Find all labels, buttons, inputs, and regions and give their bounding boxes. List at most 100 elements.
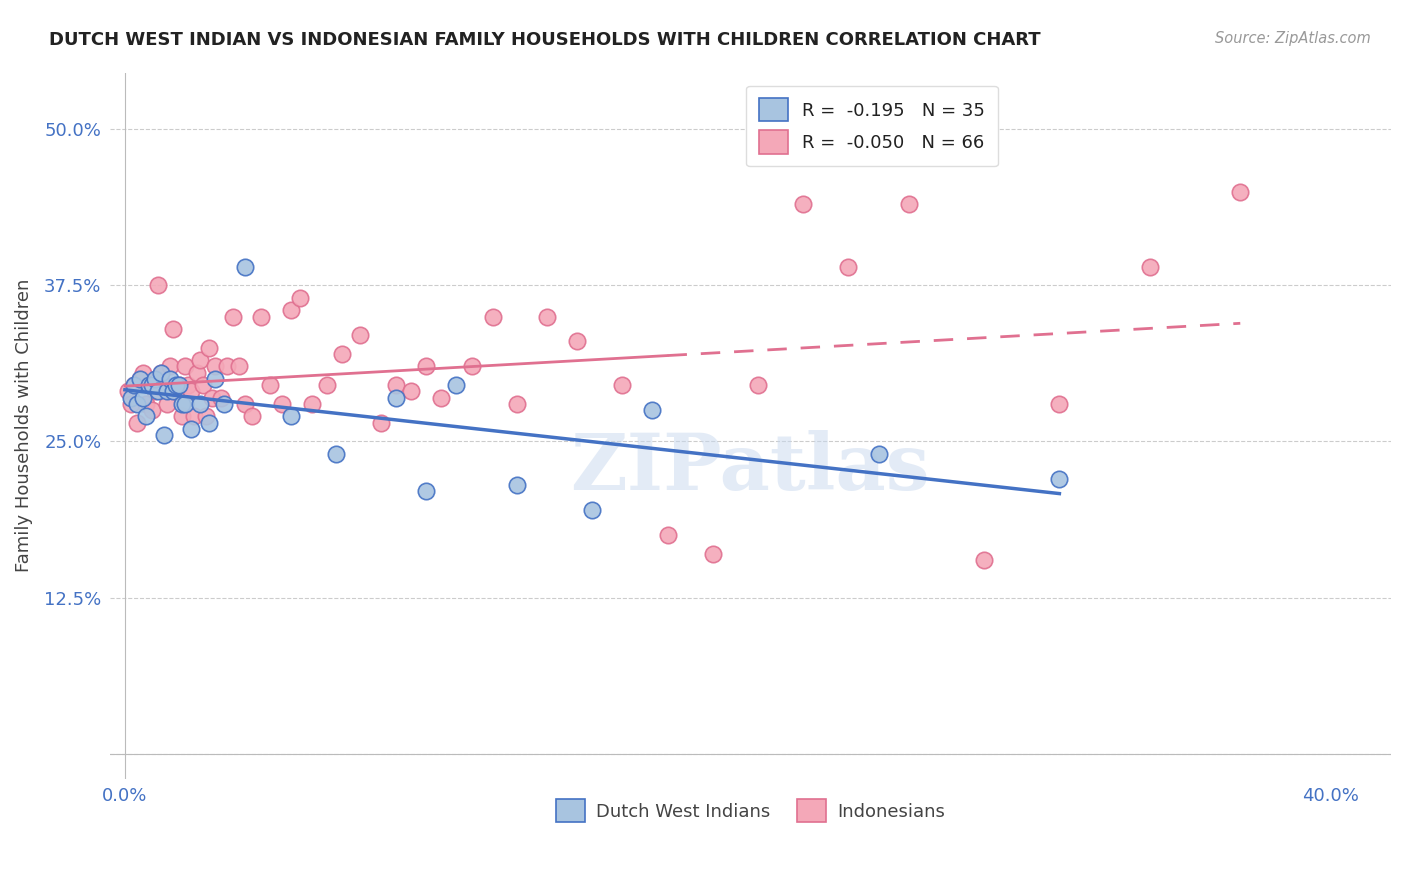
Point <box>209 391 232 405</box>
Point <box>349 328 371 343</box>
Point <box>122 378 145 392</box>
Point <box>186 366 208 380</box>
Point <box>315 378 337 392</box>
Point <box>330 347 353 361</box>
Point <box>167 378 190 392</box>
Point <box>150 366 173 380</box>
Point <box>612 378 634 392</box>
Point <box>702 547 724 561</box>
Point <box>249 310 271 324</box>
Point <box>125 416 148 430</box>
Point <box>153 428 176 442</box>
Point <box>506 478 529 492</box>
Point <box>415 359 437 374</box>
Point <box>122 378 145 392</box>
Point <box>235 260 257 274</box>
Point <box>135 409 157 424</box>
Point <box>280 409 302 424</box>
Point <box>280 303 302 318</box>
Point <box>180 384 202 399</box>
Point <box>581 503 603 517</box>
Point <box>135 397 157 411</box>
Point <box>180 422 202 436</box>
Point <box>430 391 453 405</box>
Point <box>565 334 588 349</box>
Point <box>536 310 558 324</box>
Point <box>195 409 218 424</box>
Point <box>141 378 163 392</box>
Y-axis label: Family Households with Children: Family Households with Children <box>15 279 32 573</box>
Point <box>657 528 679 542</box>
Point <box>1047 472 1070 486</box>
Point <box>217 359 239 374</box>
Point <box>162 322 184 336</box>
Point <box>370 416 392 430</box>
Point <box>1229 185 1251 199</box>
Point <box>1047 397 1070 411</box>
Point <box>240 409 263 424</box>
Point <box>222 310 245 324</box>
Point <box>138 378 160 392</box>
Point <box>162 384 184 399</box>
Point <box>132 391 155 405</box>
Point <box>150 366 173 380</box>
Point <box>174 359 197 374</box>
Point <box>172 409 194 424</box>
Point <box>177 378 200 392</box>
Point <box>125 397 148 411</box>
Point <box>228 359 250 374</box>
Point <box>172 397 194 411</box>
Point <box>201 391 224 405</box>
Point <box>446 378 468 392</box>
Point <box>146 278 169 293</box>
Point <box>792 197 814 211</box>
Point <box>129 372 152 386</box>
Text: ZIPatlas: ZIPatlas <box>571 430 931 506</box>
Text: DUTCH WEST INDIAN VS INDONESIAN FAMILY HOUSEHOLDS WITH CHILDREN CORRELATION CHAR: DUTCH WEST INDIAN VS INDONESIAN FAMILY H… <box>49 31 1040 49</box>
Point <box>401 384 423 399</box>
Point <box>897 197 920 211</box>
Legend: Dutch West Indians, Indonesians: Dutch West Indians, Indonesians <box>548 792 952 830</box>
Point <box>165 384 187 399</box>
Point <box>183 409 205 424</box>
Point <box>385 378 408 392</box>
Point <box>198 416 221 430</box>
Point <box>153 378 176 392</box>
Point <box>165 378 187 392</box>
Point <box>204 372 226 386</box>
Point <box>120 397 142 411</box>
Point <box>156 384 179 399</box>
Point <box>156 397 179 411</box>
Point <box>198 341 221 355</box>
Point <box>259 378 281 392</box>
Point <box>325 447 347 461</box>
Point <box>204 359 226 374</box>
Point <box>1139 260 1161 274</box>
Point <box>167 378 190 392</box>
Point <box>143 384 166 399</box>
Point <box>481 310 503 324</box>
Point <box>138 378 160 392</box>
Point <box>159 372 181 386</box>
Text: Source: ZipAtlas.com: Source: ZipAtlas.com <box>1215 31 1371 46</box>
Point <box>460 359 482 374</box>
Point <box>270 397 292 411</box>
Point <box>385 391 408 405</box>
Point <box>188 353 211 368</box>
Point <box>188 397 211 411</box>
Point <box>146 384 169 399</box>
Point <box>174 397 197 411</box>
Point <box>301 397 323 411</box>
Point <box>837 260 859 274</box>
Point <box>117 384 139 399</box>
Point <box>129 372 152 386</box>
Point <box>288 291 311 305</box>
Point <box>973 553 995 567</box>
Point <box>415 484 437 499</box>
Point <box>214 397 236 411</box>
Point <box>235 397 257 411</box>
Point <box>143 372 166 386</box>
Point <box>868 447 890 461</box>
Point <box>159 359 181 374</box>
Point <box>193 378 215 392</box>
